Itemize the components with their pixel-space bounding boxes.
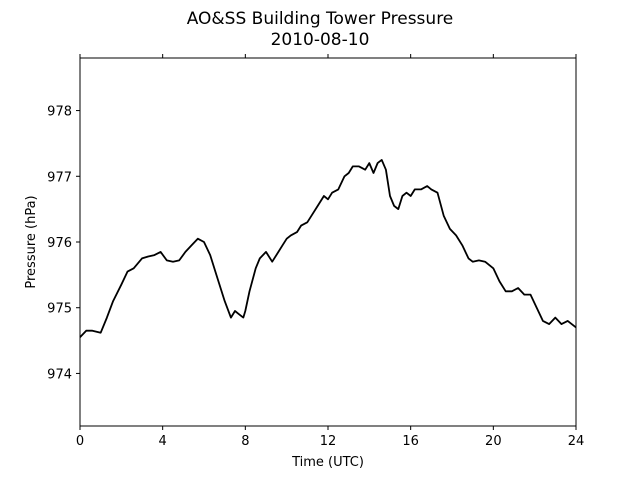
y-tick-label: 976 — [47, 236, 72, 251]
y-tick-label: 977 — [47, 170, 72, 185]
pressure-series-line — [79, 159, 577, 338]
x-tick-label: 16 — [402, 434, 419, 449]
x-tick-label: 0 — [76, 434, 84, 449]
chart-subtitle: 2010-08-10 — [271, 30, 370, 50]
y-axis-ticks: 974 975 976 977 978 — [47, 105, 80, 382]
x-tick-label: 24 — [568, 434, 585, 449]
y-tick-label: 978 — [47, 105, 72, 120]
y-axis-label: Pressure (hPa) — [24, 195, 39, 288]
chart-title: AO&SS Building Tower Pressure — [187, 9, 454, 29]
x-tick-label: 12 — [320, 434, 337, 449]
x-tick-label: 4 — [159, 434, 167, 449]
plot-frame — [79, 57, 577, 427]
x-axis-label: Time (UTC) — [291, 455, 364, 470]
x-tick-label: 8 — [241, 434, 249, 449]
x-axis-ticks: 0 4 8 12 16 20 24 — [76, 54, 584, 449]
y-tick-label: 974 — [47, 367, 72, 382]
x-tick-label: 20 — [485, 434, 502, 449]
y-tick-label: 975 — [47, 302, 72, 317]
